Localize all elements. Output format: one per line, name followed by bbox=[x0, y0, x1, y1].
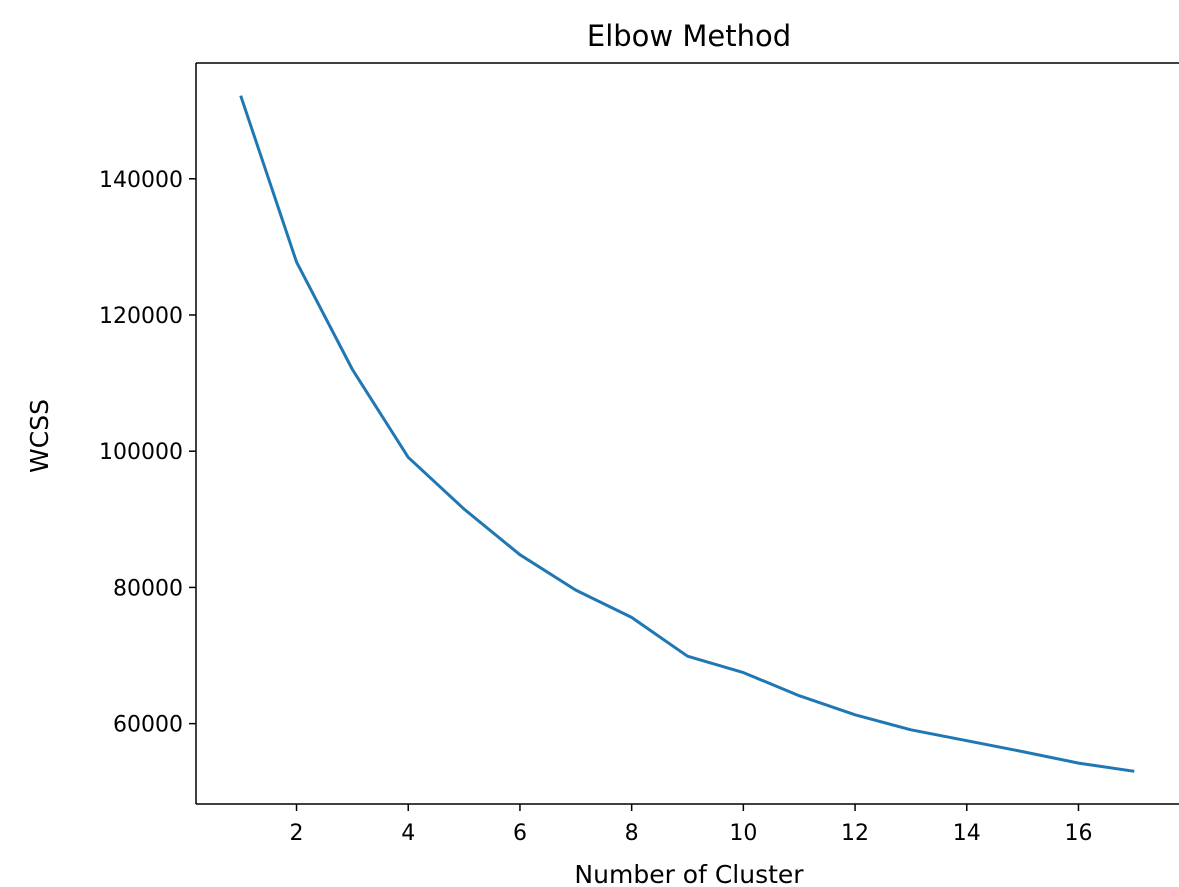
x-tick-label: 14 bbox=[953, 821, 981, 846]
x-tick-label: 16 bbox=[1064, 821, 1092, 846]
y-tick-label: 60000 bbox=[113, 713, 183, 738]
series-line-0 bbox=[239, 95, 1135, 773]
chart-title: Elbow Method bbox=[587, 19, 791, 53]
axes-frame bbox=[195, 62, 1179, 805]
x-tick-label: 12 bbox=[841, 821, 869, 846]
x-axis-ticks: 2 4 6 8 10 12 14 16 bbox=[290, 804, 1092, 846]
x-tick-label: 2 bbox=[290, 821, 304, 846]
y-tick-label: 120000 bbox=[99, 304, 183, 329]
x-tick-label: 8 bbox=[625, 821, 639, 846]
y-tick-label: 140000 bbox=[99, 168, 183, 193]
x-axis-label: Number of Cluster bbox=[574, 860, 804, 887]
plot-area bbox=[239, 95, 1135, 773]
x-tick-label: 6 bbox=[513, 821, 527, 846]
y-tick-label: 100000 bbox=[99, 440, 183, 465]
y-tick-label: 80000 bbox=[113, 576, 183, 601]
x-tick-label: 10 bbox=[729, 821, 757, 846]
y-axis-ticks: 60000 80000 100000 120000 140000 bbox=[99, 168, 196, 738]
y-axis-label: WCSS bbox=[25, 399, 54, 473]
x-tick-label: 4 bbox=[401, 821, 415, 846]
